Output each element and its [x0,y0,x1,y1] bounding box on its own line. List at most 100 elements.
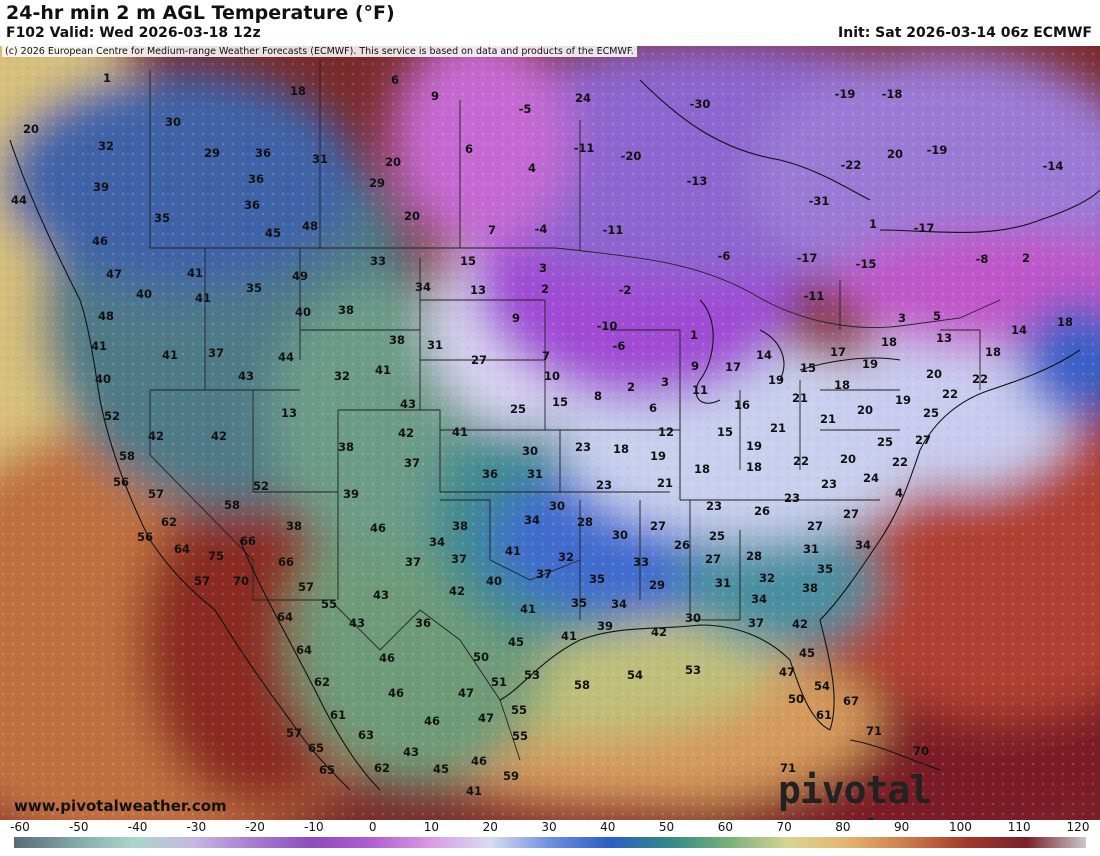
temperature-value-label: 24 [575,91,591,105]
temperature-value-label: 25 [709,529,725,543]
temperature-value-label: 61 [330,708,346,722]
temperature-value-label: 70 [913,744,929,758]
temperature-value-label: -11 [804,289,825,303]
temperature-value-label: -14 [1043,159,1064,173]
temperature-value-label: 35 [246,281,262,295]
temperature-value-label: 41 [561,629,577,643]
temperature-value-label: 42 [211,429,227,443]
colorbar-tick-label: 40 [600,820,616,834]
temperature-value-label: 55 [512,729,528,743]
temperature-map[interactable]: 1 6 18 9 24 -30 -5 -19 -18 20 30 6 -11 -20 20 -19 -22 -14… [0,46,1100,820]
temperature-value-label: 31 [527,467,543,481]
temperature-value-label: -6 [718,249,731,263]
temperature-value-label: -31 [809,194,830,208]
temperature-value-label: 47 [779,665,795,679]
temperature-value-label: 20 [887,147,903,161]
colorbar-tick-label: -10 [304,820,324,834]
temperature-value-label: 21 [820,412,836,426]
temperature-value-label: 45 [433,762,449,776]
temperature-value-label: 23 [784,491,800,505]
temperature-value-label: 52 [253,479,269,493]
temperature-value-label: 40 [95,372,111,386]
temperature-value-label: 41 [466,784,482,798]
temperature-value-label: 75 [208,549,224,563]
temperature-value-label: 50 [473,650,489,664]
colorbar-tick-label: 100 [948,820,972,834]
temperature-value-label: 20 [857,403,873,417]
temperature-value-label: 37 [748,616,764,630]
temperature-value-label: 46 [424,714,440,728]
site-url[interactable]: www.pivotalweather.com [14,797,227,815]
temperature-value-label: 29 [649,578,665,592]
temperature-value-label: 31 [715,576,731,590]
temperature-value-label: 6 [391,73,399,87]
temperature-value-label: 38 [389,333,405,347]
temperature-value-label: 34 [429,535,445,549]
temperature-value-label: 32 [558,550,574,564]
temperature-value-label: 14 [1011,323,1027,337]
temperature-value-label: 21 [657,476,673,490]
temperature-value-label: -17 [797,251,818,265]
temperature-value-label: 6 [649,401,657,415]
temperature-value-label: 65 [308,741,324,755]
temperature-value-label: 15 [460,254,476,268]
temperature-value-label: 54 [627,668,643,682]
temperature-value-label: 36 [415,616,431,630]
temperature-value-label: 8 [594,389,602,403]
colorbar-tick-label: 90 [894,820,910,834]
temperature-value-label: 19 [862,357,878,371]
temperature-value-label: 18 [881,335,897,349]
temperature-value-label: 58 [224,498,240,512]
temperature-value-label: 57 [298,580,314,594]
temperature-value-label: 34 [611,597,627,611]
temperature-value-label: -6 [613,339,626,353]
temperature-value-label: 32 [759,571,775,585]
temperature-value-label: -11 [574,141,595,155]
temperature-value-label: 25 [877,435,893,449]
terrain-texture [0,46,1100,820]
colorbar: -60 -50 -40 -30 -20 -10 0 10 20 30 40 50 60 70 80 90 100… [0,820,1100,850]
temperature-value-label: 2 [627,380,635,394]
temperature-value-label: 27 [807,519,823,533]
colorbar-strip [14,837,1086,848]
temperature-value-label: 41 [375,363,391,377]
colorbar-tick-label: -20 [245,820,265,834]
temperature-value-label: 18 [834,378,850,392]
temperature-value-label: -18 [882,87,903,101]
temperature-value-label: 19 [650,449,666,463]
temperature-value-label: 41 [195,291,211,305]
temperature-value-label: 43 [349,616,365,630]
temperature-value-label: 38 [452,519,468,533]
temperature-value-label: -13 [687,174,708,188]
temperature-value-label: 3 [661,375,669,389]
temperature-value-label: 61 [816,708,832,722]
colorbar-tick-label: 20 [482,820,498,834]
temperature-value-label: 20 [926,367,942,381]
valid-time: F102 Valid: Wed 2026-03-18 12z [6,25,261,41]
temperature-value-label: 27 [471,353,487,367]
temperature-value-label: 17 [830,345,846,359]
temperature-value-label: 42 [398,426,414,440]
temperature-value-label: 23 [596,478,612,492]
temperature-value-label: 27 [843,507,859,521]
temperature-value-label: 34 [855,538,871,552]
temperature-value-label: 71 [866,724,882,738]
init-time: Init: Sat 2026-03-14 06z ECMWF [838,25,1092,41]
temperature-value-label: 5 [933,309,941,323]
temperature-value-label: 19 [746,439,762,453]
temperature-value-label: 48 [98,309,114,323]
temperature-value-label: 37 [451,552,467,566]
temperature-value-label: 66 [240,534,256,548]
temperature-value-label: 64 [277,610,293,624]
temperature-value-label: 38 [338,440,354,454]
temperature-value-label: 40 [486,574,502,588]
temperature-value-label: 39 [597,619,613,633]
temperature-value-label: 1 [869,217,877,231]
temperature-value-label: 53 [685,663,701,677]
temperature-value-label: 1 [690,328,698,342]
temperature-value-label: 34 [751,592,767,606]
temperature-value-label: 27 [915,433,931,447]
temperature-value-label: 30 [165,115,181,129]
temperature-value-label: 31 [803,542,819,556]
temperature-value-label: 18 [613,442,629,456]
